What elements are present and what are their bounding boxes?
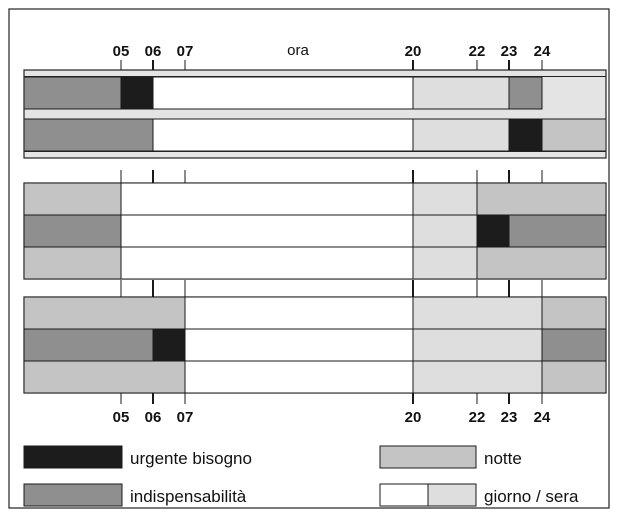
segment-night xyxy=(23,246,122,280)
segment-night xyxy=(541,360,607,394)
bottom-hour-labels: 05 06 07 20 22 23 24 xyxy=(113,409,551,426)
segment-day xyxy=(120,214,414,248)
segment-night xyxy=(23,182,122,216)
segment-day xyxy=(152,118,414,152)
segment-urgent xyxy=(120,76,154,110)
legend-swatch-night xyxy=(379,445,477,469)
hour-label-bottom: 22 xyxy=(469,409,486,426)
hour-label-top: 06 xyxy=(145,43,162,60)
segment-indispensable xyxy=(508,76,543,110)
band-group xyxy=(23,296,607,394)
band-group xyxy=(23,69,607,159)
legend-swatch-indispensable xyxy=(23,483,123,507)
segment-night xyxy=(541,118,607,152)
segment-indispensable xyxy=(508,214,607,248)
segment-night xyxy=(23,296,186,330)
segment-day xyxy=(184,360,414,394)
segment-indispensable xyxy=(23,76,122,110)
segment-urgent xyxy=(508,118,543,152)
legend: urgente bisogno notte indispensabilità g… xyxy=(23,445,579,507)
segment-night xyxy=(476,182,607,216)
legend-label-indispensable: indispensabilità xyxy=(130,487,247,506)
segment-day xyxy=(120,182,414,216)
segment-day xyxy=(120,246,414,280)
hour-label-top: 22 xyxy=(469,43,486,60)
segment-evening xyxy=(412,328,543,362)
hour-label-top: 20 xyxy=(405,43,422,60)
segment-urgent xyxy=(152,328,186,362)
segment-indispensable xyxy=(23,328,154,362)
legend-label-night: notte xyxy=(484,449,522,468)
segment-day xyxy=(184,328,414,362)
segment-night xyxy=(23,360,186,394)
segment-evening xyxy=(412,214,478,248)
hour-label-top: 24 xyxy=(534,43,551,60)
hour-label-bottom: 07 xyxy=(177,409,194,426)
hour-ticks xyxy=(120,60,543,404)
hour-label-bottom: 20 xyxy=(405,409,422,426)
legend-swatch-day xyxy=(379,483,429,507)
segment-day xyxy=(184,296,414,330)
segment-indispensable xyxy=(541,328,607,362)
segment-evening xyxy=(412,296,543,330)
legend-swatch-evening xyxy=(427,483,477,507)
hour-label-top: 07 xyxy=(177,43,194,60)
hour-label-bottom: 24 xyxy=(534,409,551,426)
segment-day xyxy=(152,76,414,110)
band-group xyxy=(23,182,607,280)
segment-night xyxy=(476,246,607,280)
segment-urgent xyxy=(476,214,510,248)
hour-label-top: 05 xyxy=(113,43,130,60)
segment-indispensable xyxy=(23,214,122,248)
segment-evening xyxy=(412,76,510,110)
segment-indispensable xyxy=(23,118,154,152)
legend-label-day-evening: giorno / sera xyxy=(484,487,579,506)
legend-label-urgent: urgente bisogno xyxy=(130,449,252,468)
title-label: ora xyxy=(287,42,309,59)
band-group-inner-frame xyxy=(23,76,607,152)
schedule-bands xyxy=(23,69,607,394)
hour-label-bottom: 23 xyxy=(501,409,518,426)
segment-evening xyxy=(412,182,478,216)
segment-evening xyxy=(412,118,510,152)
top-hour-labels: ora 05 06 07 20 22 23 24 xyxy=(113,42,551,60)
segment-evening xyxy=(412,360,543,394)
segment-evening xyxy=(412,246,478,280)
hour-label-bottom: 05 xyxy=(113,409,130,426)
legend-swatch-urgent xyxy=(23,445,123,469)
segment-night xyxy=(541,296,607,330)
hour-label-top: 23 xyxy=(501,43,518,60)
hour-label-bottom: 06 xyxy=(145,409,162,426)
